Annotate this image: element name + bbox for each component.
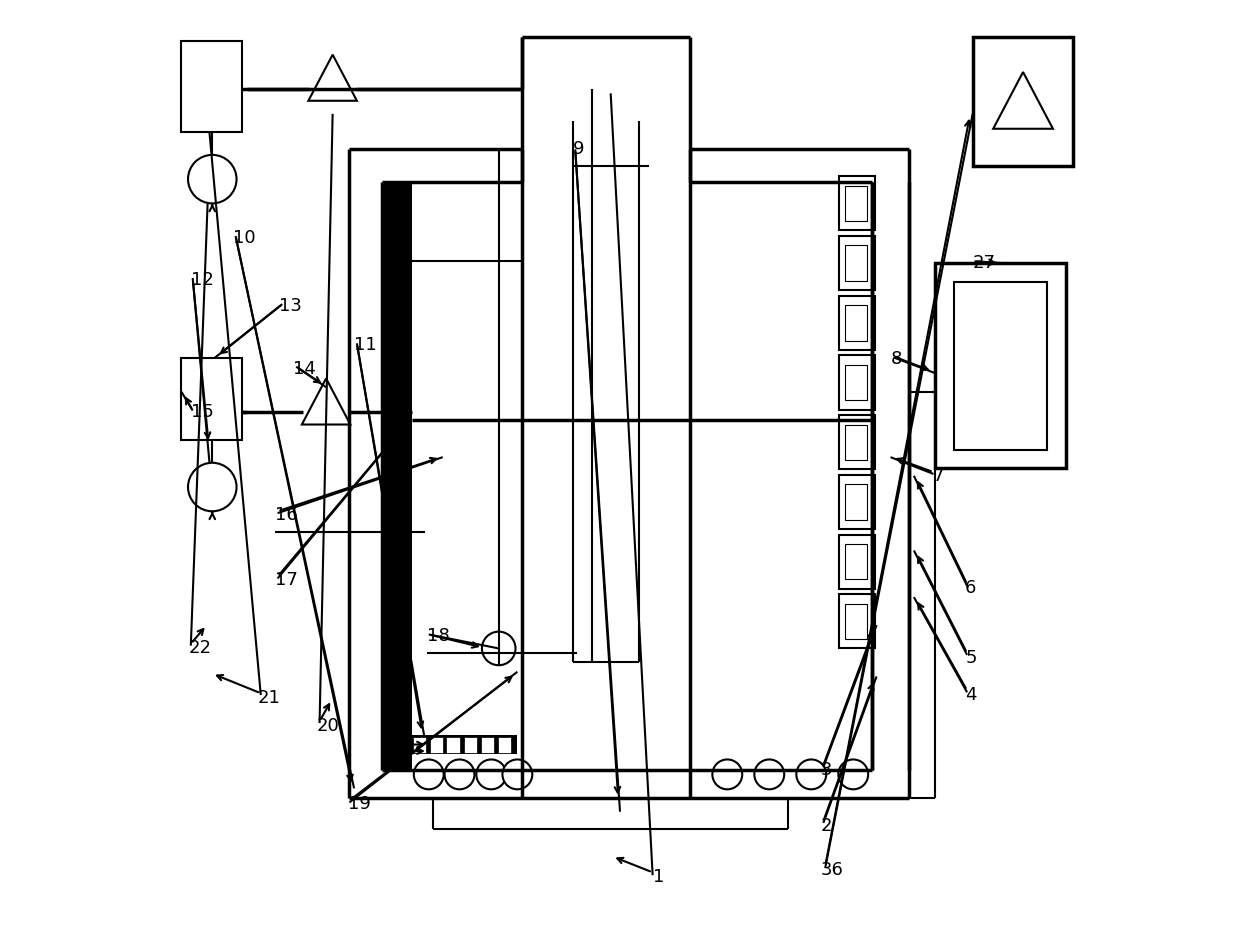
Polygon shape (301, 379, 351, 425)
Bar (382, 182, 412, 770)
Circle shape (796, 759, 826, 789)
Text: 3: 3 (821, 760, 832, 779)
Bar (844, 245, 867, 281)
Text: 4: 4 (965, 686, 977, 704)
Bar (844, 365, 867, 400)
Bar (844, 425, 867, 460)
Bar (839, 475, 874, 529)
Circle shape (188, 463, 237, 511)
Text: 13: 13 (279, 297, 303, 315)
Bar (181, 41, 242, 132)
Text: 5: 5 (965, 648, 977, 667)
Bar (839, 355, 874, 410)
Bar (839, 296, 874, 350)
Text: 21: 21 (258, 689, 281, 707)
Text: 27: 27 (972, 254, 996, 272)
Text: 15: 15 (191, 403, 213, 422)
Bar (839, 535, 874, 589)
Text: 11: 11 (355, 336, 377, 355)
Bar (407, 735, 517, 754)
Bar (839, 594, 874, 648)
Text: 8: 8 (890, 350, 901, 369)
Bar (413, 737, 425, 753)
Bar (481, 737, 494, 753)
Text: 17: 17 (275, 571, 298, 590)
Polygon shape (993, 72, 1053, 129)
Text: 14: 14 (294, 359, 316, 378)
Bar (954, 282, 1048, 450)
Bar (844, 544, 867, 579)
Bar (844, 484, 867, 520)
Text: 20: 20 (316, 717, 340, 735)
Text: 2: 2 (821, 816, 832, 835)
Bar (446, 737, 460, 753)
Text: 1: 1 (652, 868, 665, 886)
Circle shape (754, 759, 784, 789)
Circle shape (188, 155, 237, 203)
Text: 10: 10 (233, 229, 255, 247)
Bar (844, 604, 867, 639)
Text: 7: 7 (932, 466, 944, 485)
Text: 22: 22 (188, 639, 212, 658)
Bar (935, 263, 1066, 468)
Bar (464, 737, 477, 753)
Bar (839, 415, 874, 469)
Polygon shape (309, 55, 357, 101)
Bar (844, 186, 867, 221)
Text: 36: 36 (821, 860, 843, 879)
Text: 18: 18 (427, 627, 450, 646)
Bar (839, 176, 874, 230)
Bar (430, 737, 443, 753)
Circle shape (445, 759, 475, 789)
Text: 16: 16 (275, 506, 298, 524)
Circle shape (482, 632, 516, 665)
Circle shape (712, 759, 743, 789)
Bar (844, 305, 867, 341)
Circle shape (838, 759, 868, 789)
Text: 19: 19 (347, 795, 371, 814)
Text: 9: 9 (573, 140, 585, 159)
Bar (497, 737, 511, 753)
Circle shape (502, 759, 532, 789)
Text: 6: 6 (965, 578, 977, 597)
Bar (839, 236, 874, 290)
Circle shape (476, 759, 506, 789)
Circle shape (414, 759, 444, 789)
Text: 12: 12 (191, 271, 213, 289)
Bar (972, 37, 1074, 166)
Bar (181, 358, 242, 440)
